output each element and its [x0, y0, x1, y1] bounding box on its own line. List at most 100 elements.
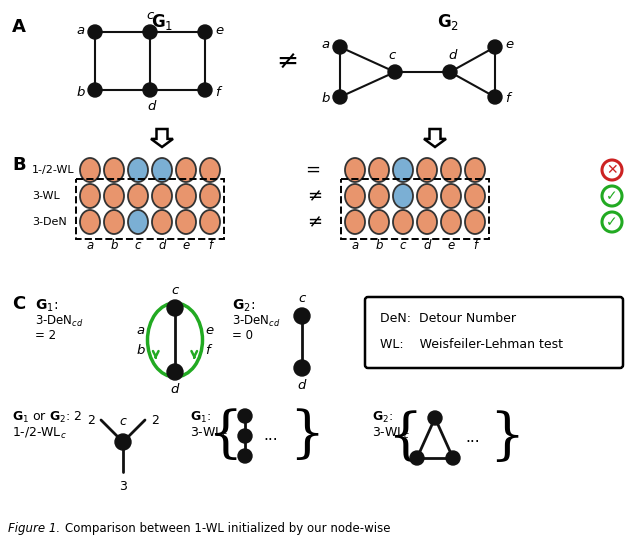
Text: e: e	[447, 239, 454, 252]
Text: }: }	[289, 409, 324, 463]
Ellipse shape	[200, 158, 220, 182]
Text: c: c	[147, 9, 154, 22]
Text: b: b	[110, 239, 118, 252]
Text: $\mathbf{G}_1$: $\mathbf{G}_1$	[151, 12, 173, 32]
Text: f: f	[215, 86, 220, 98]
Circle shape	[143, 83, 157, 97]
Text: 3-WL: 3-WL	[32, 191, 60, 201]
Ellipse shape	[369, 210, 389, 234]
Ellipse shape	[465, 158, 485, 182]
Text: a: a	[77, 23, 85, 37]
Circle shape	[443, 65, 457, 79]
Ellipse shape	[104, 210, 124, 234]
Text: 3: 3	[119, 480, 127, 493]
Circle shape	[294, 360, 310, 376]
Text: e: e	[182, 239, 189, 252]
Circle shape	[88, 83, 102, 97]
Text: d: d	[158, 239, 166, 252]
Text: A: A	[12, 18, 26, 36]
Text: $\mathbf{G}_1$ or $\mathbf{G}_2$: 2: $\mathbf{G}_1$ or $\mathbf{G}_2$: 2	[12, 410, 82, 425]
Text: b: b	[77, 86, 85, 98]
Ellipse shape	[393, 184, 413, 208]
Circle shape	[238, 429, 252, 443]
Text: a: a	[86, 239, 93, 252]
Ellipse shape	[345, 158, 365, 182]
Ellipse shape	[200, 210, 220, 234]
Ellipse shape	[465, 210, 485, 234]
Text: $\mathbf{G}_1$:: $\mathbf{G}_1$:	[35, 298, 58, 314]
Ellipse shape	[441, 158, 461, 182]
Ellipse shape	[369, 158, 389, 182]
Circle shape	[428, 411, 442, 425]
Ellipse shape	[393, 158, 413, 182]
Ellipse shape	[152, 158, 172, 182]
Text: ✓: ✓	[606, 189, 618, 203]
Ellipse shape	[152, 184, 172, 208]
Text: $\mathbf{G}_2$:: $\mathbf{G}_2$:	[232, 298, 255, 314]
Text: f: f	[473, 239, 477, 252]
Circle shape	[238, 409, 252, 423]
Text: f: f	[505, 92, 509, 106]
Circle shape	[410, 451, 424, 465]
Text: b: b	[136, 344, 145, 356]
Ellipse shape	[80, 158, 100, 182]
Text: 1-/2-WL$_c$: 1-/2-WL$_c$	[12, 426, 67, 441]
Text: 3-DeN$_{cd}$: 3-DeN$_{cd}$	[35, 314, 84, 329]
Ellipse shape	[128, 184, 148, 208]
Text: 2: 2	[87, 414, 95, 426]
Ellipse shape	[128, 158, 148, 182]
Circle shape	[333, 90, 347, 104]
Ellipse shape	[176, 184, 196, 208]
Text: DeN:  Detour Number: DeN: Detour Number	[380, 311, 516, 325]
Circle shape	[143, 25, 157, 39]
Text: Figure 1.: Figure 1.	[8, 522, 60, 535]
Ellipse shape	[104, 184, 124, 208]
FancyBboxPatch shape	[365, 297, 623, 368]
Text: d: d	[423, 239, 431, 252]
Circle shape	[198, 25, 212, 39]
Ellipse shape	[176, 158, 196, 182]
Ellipse shape	[465, 184, 485, 208]
Text: a: a	[351, 239, 358, 252]
Text: d: d	[171, 383, 179, 396]
Text: 3-DeN: 3-DeN	[32, 217, 67, 227]
Text: WL:    Weisfeiler-Lehman test: WL: Weisfeiler-Lehman test	[380, 337, 563, 350]
Ellipse shape	[441, 184, 461, 208]
Ellipse shape	[128, 210, 148, 234]
Ellipse shape	[345, 210, 365, 234]
Text: a: a	[322, 38, 330, 52]
Circle shape	[294, 308, 310, 324]
Circle shape	[115, 434, 131, 450]
Polygon shape	[424, 129, 446, 147]
Text: =: =	[305, 161, 321, 179]
Text: {: {	[387, 411, 422, 465]
Text: ✓: ✓	[606, 215, 618, 229]
Text: 3-DeN$_{cd}$: 3-DeN$_{cd}$	[232, 314, 281, 329]
Circle shape	[167, 364, 183, 380]
Text: $\neq$: $\neq$	[303, 187, 323, 205]
Ellipse shape	[80, 184, 100, 208]
Ellipse shape	[345, 184, 365, 208]
Text: Comparison between 1-WL initialized by our node-wise: Comparison between 1-WL initialized by o…	[65, 522, 390, 535]
Text: ...: ...	[263, 429, 278, 444]
Text: 3-WL$_c$: 3-WL$_c$	[190, 426, 228, 441]
Text: $\neq$: $\neq$	[271, 49, 297, 75]
Text: = 0: = 0	[232, 329, 253, 342]
Ellipse shape	[176, 210, 196, 234]
Text: a: a	[136, 324, 145, 336]
Circle shape	[198, 83, 212, 97]
Text: f: f	[208, 239, 212, 252]
Polygon shape	[151, 129, 173, 147]
Circle shape	[333, 40, 347, 54]
Ellipse shape	[417, 210, 437, 234]
Text: c: c	[298, 292, 306, 305]
Ellipse shape	[441, 210, 461, 234]
Text: ...: ...	[465, 430, 479, 445]
Bar	[76, 179, 224, 239]
Circle shape	[238, 449, 252, 463]
Text: = 2: = 2	[35, 329, 56, 342]
Text: {: {	[207, 409, 243, 463]
Circle shape	[488, 90, 502, 104]
Text: c: c	[120, 415, 127, 428]
Text: f: f	[205, 344, 210, 356]
